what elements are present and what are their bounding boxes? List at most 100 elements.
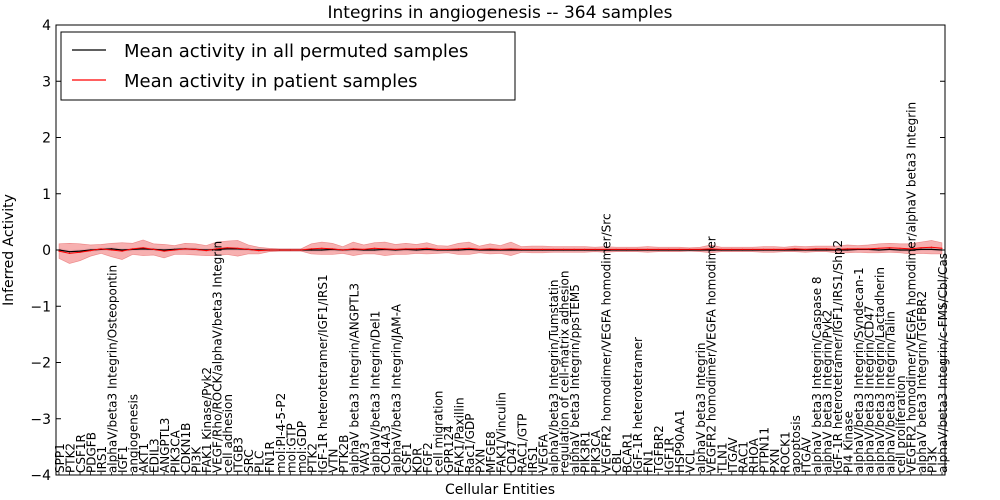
patient-point-73	[825, 248, 828, 250]
x-tick-label-70: apoptosis	[789, 415, 803, 473]
patient-point-74	[836, 248, 838, 250]
x-tick-label-25: IGF-1R heterotetramer/IGF1/IRS1	[316, 274, 330, 473]
patient-point-70	[794, 248, 796, 250]
patient-point-43	[510, 248, 512, 250]
patient-point-38	[457, 248, 460, 250]
x-tick-label-1: PTK2	[64, 443, 78, 473]
x-tick-label-30: alphaV/beta3 Integrin/Del1	[368, 311, 382, 473]
x-tick-label-38: FAK1/Paxillin	[453, 397, 467, 473]
patient-point-59	[678, 248, 680, 250]
patient-point-68	[773, 248, 775, 250]
legend: Mean activity in all permuted samples Me…	[60, 31, 516, 101]
patient-point-9	[153, 248, 155, 250]
x-tick-label-11: PIK3CA	[169, 429, 183, 473]
x-tick-label-81: VEGFR2 homodimer/VEGFA homodimer/alphaV …	[905, 102, 919, 473]
x-tick-label-80: cell proliferation	[894, 375, 908, 473]
patient-point-20	[268, 249, 270, 251]
patient-point-47	[552, 248, 554, 250]
patient-point-31	[384, 248, 386, 250]
permuted-point-75	[846, 249, 849, 251]
x-tick-label-7: angiogenesis	[127, 394, 141, 473]
x-tick-label-48: regulation of cell-matrix adhesion	[558, 270, 572, 473]
patient-point-15	[216, 248, 218, 250]
patient-point-62	[710, 248, 712, 250]
patient-point-37	[447, 248, 449, 250]
x-tick-label-51: PIK3CA	[589, 429, 603, 473]
y-tick-label-8: 4	[42, 18, 51, 34]
x-tick-label-76: alphaV/beta3 Integrin/Syndecan-1	[852, 267, 866, 473]
permuted-point-82	[920, 248, 922, 250]
x-tick-label-17: ITGB3	[232, 437, 246, 473]
legend-box	[60, 31, 516, 101]
x-tick-label-16: cell adhesion	[221, 394, 235, 473]
x-tick-label-28: alphaV beta3 Integrin/ANGPTL3	[347, 283, 361, 473]
x-tick-label-33: CSF1	[400, 442, 414, 473]
x-tick-label-37: GPR124	[442, 425, 456, 473]
x-tick-label-40: PXN	[474, 449, 488, 473]
permuted-point-39	[468, 248, 470, 250]
patient-spread-band	[58, 239, 943, 264]
patient-point-58	[668, 248, 670, 250]
permuted-point-34	[415, 249, 417, 251]
patient-point-52	[605, 248, 607, 250]
x-tick-label-71: ITGAV	[799, 436, 813, 473]
patient-point-22	[289, 249, 291, 251]
patient-point-46	[541, 248, 544, 250]
permuted-point-5	[111, 248, 113, 250]
x-tick-label-61: alphaV beta3 Integrin	[694, 342, 708, 473]
legend-label-permuted: Mean activity in all permuted samples	[124, 41, 468, 62]
patient-point-48	[563, 248, 565, 250]
x-tick-label-54: BCAR1	[621, 432, 635, 473]
x-tick-label-52: VEGFR2 homodimer/VEGFA homodimer/Src	[600, 213, 614, 473]
permuted-point-79	[888, 248, 891, 250]
permuted-point-30	[373, 249, 375, 251]
x-tick-label-41: MFGE8	[484, 431, 498, 473]
y-tick-label-1: −3	[30, 412, 51, 428]
patient-point-30	[373, 247, 375, 249]
patient-point-56	[647, 248, 649, 250]
x-axis-label: Cellular Entities	[445, 482, 555, 498]
x-tick-label-43: CD47	[505, 440, 519, 473]
patient-point-3	[89, 250, 92, 252]
permuted-point-81	[909, 249, 912, 251]
x-tick-label-6: IGF1	[116, 446, 130, 473]
x-tick-label-58: IGF1R	[663, 437, 677, 473]
y-axis: −4 −3 −2 −1 0 1 2 3 4	[30, 18, 945, 484]
y-tick-label-3: −1	[30, 299, 51, 315]
patient-point-23	[300, 249, 302, 251]
x-tick-label-4: IRS1	[95, 446, 109, 473]
x-tick-label-32: alphaV/beta3 Integrin/JAM-A	[389, 303, 403, 473]
patient-point-66	[752, 248, 754, 250]
permuted-point-41	[489, 249, 491, 251]
x-tick-label-75: PI4 Kinase	[841, 411, 855, 473]
x-tick-label-12: CDKN1B	[179, 423, 193, 473]
x-tick-label-29: VAV3	[358, 442, 372, 473]
permuted-point-2	[79, 250, 81, 252]
x-tick-label-49: alphaV beta3 Integrin/ppsTEM5	[568, 284, 582, 473]
patient-point-72	[815, 248, 817, 250]
legend-label-patient: Mean activity in patient samples	[124, 71, 418, 92]
x-tick-label-3: PDGFB	[85, 432, 99, 473]
x-tick-label-24: PTK2	[305, 443, 319, 473]
x-tick-label-10: ANGPTL3	[158, 418, 172, 473]
permuted-point-38	[457, 249, 460, 251]
x-tick-label-59: HSP90AA1	[673, 409, 687, 473]
patient-point-50	[584, 248, 586, 250]
patient-point-51	[594, 248, 596, 250]
x-tick-label-34: KDR	[410, 448, 424, 473]
patient-point-5	[111, 249, 113, 251]
permuted-point-6	[121, 249, 123, 251]
x-tick-label-73: alphaV beta3 Integrin/Pyk2	[820, 310, 834, 473]
x-tick-label-64: ITGAV	[726, 436, 740, 473]
patient-point-81	[909, 248, 912, 250]
patient-point-55	[636, 248, 638, 250]
x-tick-label-72: alphaV beta3 Integrin/Caspase 8	[810, 276, 824, 473]
x-tick-label-15: VEGF/Rho/ROCK/alphaV/beta3 Integrin	[211, 241, 225, 473]
patient-point-36	[436, 248, 438, 250]
patient-point-54	[626, 248, 628, 250]
patient-point-82	[920, 247, 922, 249]
patient-point-79	[888, 247, 891, 249]
x-tick-label-74: IGF-1R heterotetramer/IGF1/IRS1/Shp2	[831, 240, 845, 473]
x-tick-label-78: alphaV/beta3 Integrin/Lactadherin	[873, 267, 887, 473]
patient-point-32	[394, 248, 396, 250]
